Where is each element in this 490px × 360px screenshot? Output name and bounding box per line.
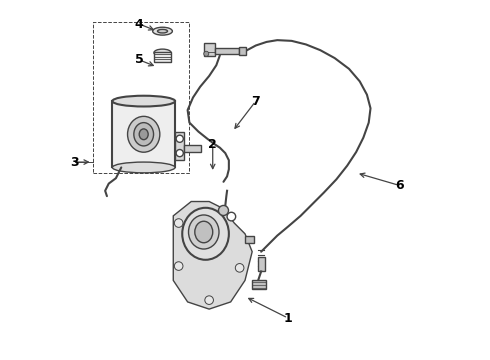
Circle shape: [176, 135, 183, 142]
Circle shape: [235, 264, 244, 272]
Ellipse shape: [112, 162, 175, 173]
Text: 3: 3: [71, 156, 79, 168]
Ellipse shape: [127, 116, 160, 152]
Text: 4: 4: [135, 18, 144, 31]
Ellipse shape: [139, 129, 148, 140]
Ellipse shape: [189, 215, 219, 249]
Text: 6: 6: [395, 179, 404, 192]
Circle shape: [204, 51, 209, 56]
Polygon shape: [173, 202, 252, 309]
Circle shape: [174, 219, 183, 227]
Bar: [184, 145, 201, 152]
Ellipse shape: [195, 221, 213, 243]
Bar: [258, 257, 266, 271]
Circle shape: [205, 296, 214, 305]
Text: 1: 1: [284, 311, 293, 325]
Bar: [252, 280, 266, 289]
Circle shape: [227, 212, 236, 221]
Bar: [154, 52, 171, 62]
Circle shape: [174, 262, 183, 270]
Text: 2: 2: [208, 138, 217, 150]
Ellipse shape: [134, 123, 153, 146]
Ellipse shape: [112, 96, 175, 107]
Bar: [239, 46, 245, 55]
Circle shape: [176, 149, 183, 157]
Ellipse shape: [182, 208, 229, 260]
Bar: [112, 101, 175, 167]
Text: 7: 7: [251, 95, 260, 108]
Bar: [93, 22, 190, 173]
Circle shape: [219, 206, 228, 216]
Ellipse shape: [154, 49, 171, 56]
Bar: [215, 48, 239, 54]
Ellipse shape: [157, 30, 168, 33]
Text: 5: 5: [135, 53, 144, 66]
Bar: [175, 132, 184, 160]
Ellipse shape: [153, 27, 172, 35]
Bar: [204, 42, 215, 56]
Bar: [245, 236, 254, 243]
